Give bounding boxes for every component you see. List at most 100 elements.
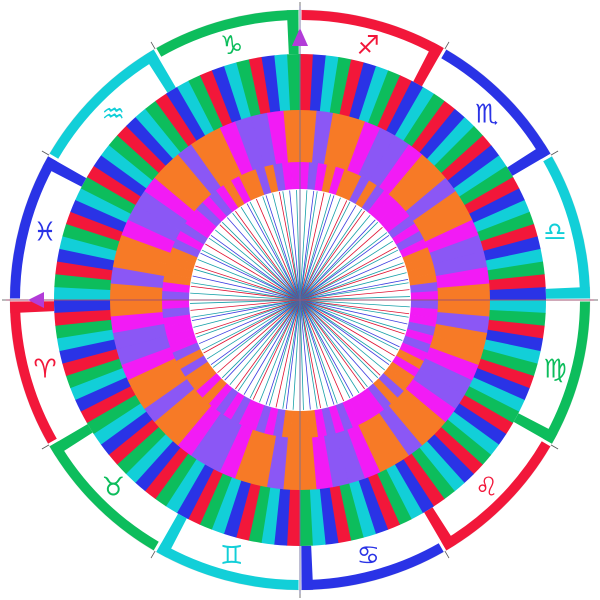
inner-ring-segment [306, 409, 319, 438]
outer-ring-segment [457, 394, 514, 435]
sign-divider [42, 156, 87, 187]
middle-ring-segment [299, 435, 317, 490]
outer-ring-segment [471, 199, 530, 234]
inner-ring-segment [406, 264, 436, 279]
middle-ring-segment [404, 177, 456, 223]
inner-ring-segment [409, 300, 438, 310]
hub-spoke [299, 299, 322, 409]
sign-divider [156, 513, 187, 558]
outer-ring-segment [445, 410, 500, 456]
sign-band [10, 301, 57, 444]
middle-ring-segment [431, 323, 488, 350]
hub-spoke [299, 289, 410, 301]
inner-ring-segment [255, 404, 272, 434]
hub-spoke [299, 197, 341, 301]
outer-ring-segment [376, 75, 413, 133]
hub-spoke [299, 299, 403, 341]
inner-ring-segment [387, 361, 415, 385]
inner-ring-segment [321, 406, 336, 436]
aquarius-glyph-icon: ♒ [102, 99, 125, 129]
sign-divider [413, 42, 444, 87]
outer-ring-segment [309, 486, 326, 546]
outer-ring-segment [86, 393, 143, 434]
middle-ring-segment [431, 250, 488, 277]
inner-ring-segment [215, 387, 239, 415]
outer-ring-segment [70, 199, 129, 233]
outer-ring-segment [394, 86, 435, 143]
inner-ring-segment [395, 348, 424, 370]
middle-ring-segment [266, 433, 289, 490]
inner-ring-segment [366, 190, 392, 218]
hub-spoke [210, 299, 301, 365]
middle-ring-segment [267, 110, 289, 167]
inner-ring-segment [202, 377, 228, 404]
outer-ring-segment [329, 57, 352, 117]
hub-spoke [299, 221, 379, 301]
outer-ring-segment [65, 357, 125, 389]
hub-spoke [282, 191, 301, 301]
middle-ring-segment [346, 121, 381, 177]
outer-ring-segment [62, 223, 122, 252]
hub-spoke [299, 299, 392, 363]
inner-ring-segment [366, 382, 391, 410]
outer-ring-segment [432, 126, 484, 175]
inner-ring-segment [290, 409, 300, 438]
inner-ring-segment [272, 407, 286, 437]
hub-spoke [191, 282, 301, 301]
middle-ring-segment [378, 144, 423, 197]
hub-spoke [272, 193, 301, 301]
pisces-glyph-icon: ♓ [33, 218, 56, 248]
hub-spoke [299, 299, 311, 410]
outer-ring-segment [176, 462, 215, 520]
hub-spoke [299, 272, 407, 301]
hub-spoke [299, 299, 410, 308]
hub-spoke [299, 299, 410, 315]
hub-spoke [240, 206, 301, 301]
inner-ring-segment [162, 299, 191, 310]
outer-ring-segment [357, 475, 389, 535]
outer-ring-segment [367, 70, 401, 129]
outer-ring-segment [56, 328, 117, 352]
hub-spoke [299, 249, 399, 301]
outer-ring-segment [439, 135, 492, 183]
outer-ring-segment [125, 432, 175, 483]
middle-ring-segment [323, 431, 350, 488]
gemini-glyph-icon: ♊ [220, 541, 243, 571]
hub-spoke [299, 299, 406, 332]
inner-ring-segment [361, 185, 385, 213]
hub-spoke [197, 259, 301, 301]
middle-ring-segment [110, 266, 167, 289]
outer-ring-segment [248, 56, 272, 117]
sign-band [156, 543, 299, 590]
middle-ring-segment [235, 116, 266, 173]
outer-ring-segment [199, 471, 233, 530]
hub-spoke [235, 299, 301, 390]
hub-spoke [299, 255, 402, 301]
middle-ring-segment [177, 144, 223, 196]
middle-ring-segment [368, 135, 410, 189]
hub-spoke [214, 229, 301, 301]
hub-spoke [212, 299, 301, 368]
inner-ring-segment [263, 406, 279, 436]
inner-ring-segment [377, 372, 404, 398]
hub-spoke [275, 299, 301, 408]
virgo-glyph-icon: ♍ [543, 354, 566, 384]
hub-spoke [299, 299, 381, 376]
hub-spoke [255, 198, 301, 301]
outer-ring-segment [117, 125, 168, 175]
hub-spoke [226, 217, 301, 301]
hub-spoke [299, 299, 374, 383]
sign-band [156, 10, 299, 57]
capricorn-glyph-icon: ♑ [220, 31, 243, 61]
hub-spoke [195, 299, 301, 335]
hub-spoke [296, 190, 301, 301]
aries-glyph-icon: ♈ [33, 354, 56, 384]
outer-ring-segment [385, 80, 424, 138]
outer-ring-segment [348, 478, 377, 538]
hub-spoke [203, 299, 301, 354]
middle-ring-segment [191, 135, 233, 189]
inner-ring-segment [391, 223, 420, 246]
middle-ring-segment [334, 427, 365, 484]
hub-spoke [299, 232, 388, 301]
middle-ring-segment [387, 154, 435, 205]
